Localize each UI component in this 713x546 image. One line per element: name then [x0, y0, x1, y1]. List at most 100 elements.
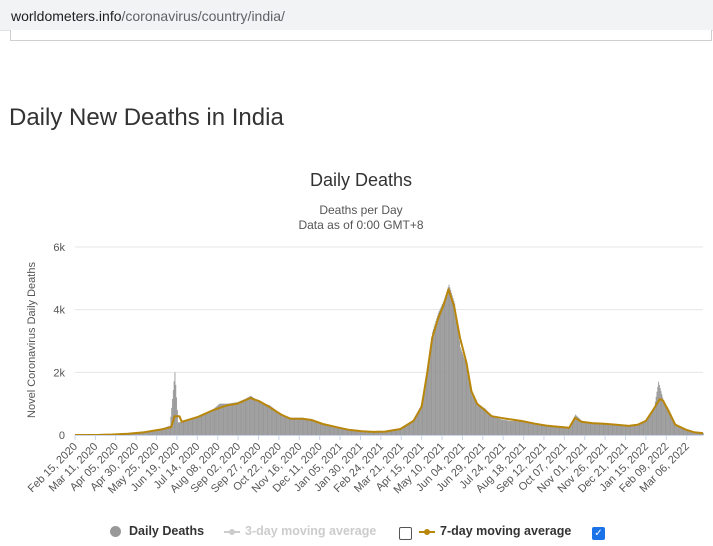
- daily-deaths-bar: [225, 403, 226, 435]
- daily-deaths-bar: [378, 431, 380, 435]
- daily-deaths-bar: [240, 400, 242, 435]
- daily-deaths-bar: [519, 420, 521, 435]
- daily-deaths-bar: [388, 430, 390, 435]
- daily-deaths-bar: [535, 423, 537, 435]
- daily-deaths-bar: [329, 425, 331, 435]
- daily-deaths-bar: [448, 284, 450, 435]
- daily-deaths-bar: [232, 402, 234, 435]
- legend-ma3-label: 3-day moving average: [245, 524, 377, 538]
- daily-deaths-bar: [269, 405, 271, 435]
- daily-deaths-bar: [385, 431, 387, 435]
- daily-deaths-bar: [656, 391, 658, 435]
- daily-deaths-bar: [603, 423, 605, 435]
- daily-deaths-bar: [158, 429, 160, 435]
- daily-deaths-bar: [542, 424, 544, 435]
- daily-deaths-bar: [141, 432, 142, 435]
- address-bar[interactable]: worldometers.info/coronavirus/country/in…: [0, 0, 713, 31]
- daily-deaths-bar: [418, 409, 420, 435]
- daily-deaths-bar: [636, 424, 638, 435]
- daily-deaths-bar: [260, 402, 262, 435]
- daily-deaths-bar: [649, 415, 651, 435]
- daily-deaths-bar: [467, 370, 469, 435]
- daily-deaths-bar: [204, 413, 206, 435]
- daily-deaths-bar: [605, 423, 607, 435]
- daily-deaths-bar: [392, 430, 394, 435]
- daily-deaths-bar: [337, 427, 339, 435]
- daily-deaths-bar: [216, 405, 218, 435]
- daily-deaths-bar: [608, 423, 610, 435]
- daily-deaths-bar: [600, 422, 602, 435]
- daily-deaths-bar: [229, 403, 231, 435]
- daily-deaths-bar: [633, 424, 635, 435]
- daily-deaths-bar: [214, 407, 216, 435]
- daily-deaths-bar: [394, 429, 396, 435]
- daily-deaths-bar: [287, 416, 288, 435]
- y-tick-label: 6k: [53, 242, 65, 254]
- daily-deaths-bar: [459, 341, 461, 435]
- daily-deaths-bar: [496, 417, 498, 435]
- daily-deaths-bar: [300, 417, 302, 435]
- daily-deaths-bar: [657, 386, 659, 435]
- daily-deaths-bar: [490, 414, 492, 435]
- daily-deaths-bar: [669, 411, 671, 435]
- page-heading: Daily New Deaths in India: [9, 104, 284, 131]
- legend-ma3[interactable]: 3-day moving average: [224, 524, 376, 538]
- daily-deaths-bar: [372, 431, 374, 435]
- daily-deaths-bar: [499, 418, 501, 435]
- daily-deaths-bar: [601, 422, 603, 435]
- daily-deaths-bar: [667, 408, 669, 435]
- daily-deaths-bar: [401, 428, 403, 435]
- url-text[interactable]: worldometers.info/coronavirus/country/in…: [11, 8, 285, 24]
- y-axis-label: Novel Coronavirus Daily Deaths: [26, 262, 38, 418]
- daily-deaths-bar: [695, 432, 697, 435]
- daily-deaths-bar: [406, 424, 408, 435]
- daily-deaths-bar: [163, 427, 165, 435]
- y-tick-label: 4k: [53, 305, 65, 317]
- daily-deaths-bar: [549, 425, 551, 435]
- daily-deaths-bar: [540, 424, 542, 435]
- daily-deaths-bar: [556, 426, 558, 435]
- daily-deaths-bar: [563, 426, 565, 435]
- daily-deaths-bar: [374, 431, 376, 435]
- daily-deaths-bar: [382, 431, 384, 435]
- daily-deaths-bar: [256, 399, 257, 435]
- daily-deaths-bar: [684, 428, 686, 435]
- daily-deaths-bar: [571, 421, 573, 435]
- daily-deaths-bar: [207, 411, 209, 435]
- daily-deaths-bar: [663, 401, 665, 435]
- daily-deaths-bar: [295, 417, 297, 435]
- daily-deaths-bar: [554, 425, 556, 435]
- ma3-checkbox[interactable]: [399, 527, 412, 540]
- daily-deaths-bar: [539, 423, 540, 435]
- daily-deaths-bar: [288, 417, 290, 435]
- daily-deaths-bar: [499, 419, 501, 435]
- daily-deaths-bar: [631, 425, 633, 435]
- daily-deaths-bar: [696, 432, 698, 435]
- daily-deaths-bar: [668, 409, 670, 435]
- daily-deaths-bar: [674, 422, 676, 435]
- daily-deaths-bar: [243, 399, 244, 435]
- daily-deaths-bar: [169, 425, 171, 435]
- daily-deaths-bar: [323, 424, 325, 435]
- daily-deaths-bar: [194, 417, 195, 435]
- daily-deaths-bar: [358, 430, 360, 435]
- ma7-checkbox[interactable]: ✓: [592, 527, 605, 540]
- daily-deaths-bar: [171, 407, 173, 435]
- daily-deaths-bar: [658, 381, 660, 435]
- daily-deaths-bar: [596, 422, 598, 435]
- daily-deaths-bar: [609, 423, 611, 435]
- daily-deaths-bar: [683, 428, 685, 435]
- chart-subtitle-line1: Deaths per Day: [319, 203, 402, 217]
- daily-deaths-bar: [180, 422, 182, 435]
- daily-deaths-bar: [510, 420, 512, 435]
- daily-deaths-bar: [630, 425, 632, 435]
- legend-ma7[interactable]: 7-day moving average: [419, 524, 571, 538]
- daily-deaths-bar: [370, 431, 372, 435]
- daily-deaths-bar: [377, 431, 379, 435]
- daily-deaths-bar: [455, 315, 457, 435]
- legend-daily-deaths[interactable]: Daily Deaths: [110, 524, 204, 538]
- daily-deaths-bar: [469, 384, 471, 435]
- daily-deaths-bar: [260, 402, 262, 435]
- daily-deaths-bar: [504, 420, 506, 435]
- daily-deaths-bar: [423, 392, 425, 435]
